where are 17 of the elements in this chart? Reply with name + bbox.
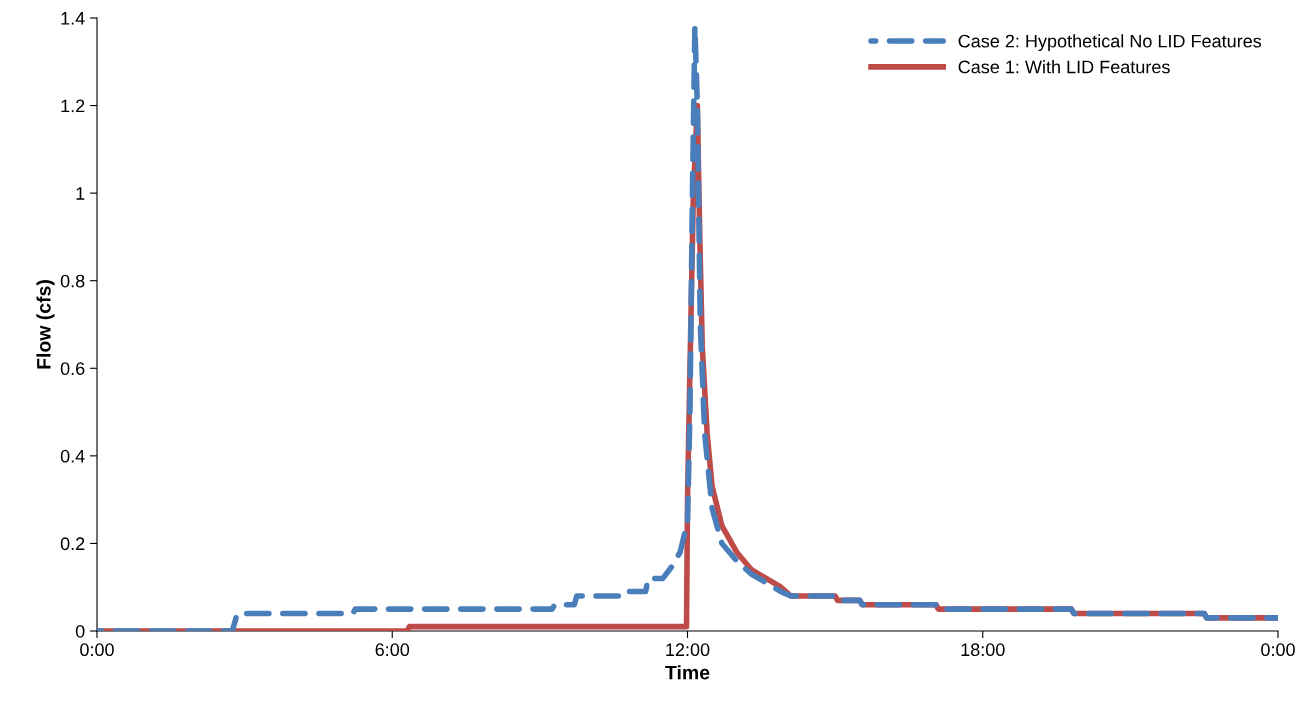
x-tick-label: 0:00 [80,643,114,657]
y-tick-label: 0.4 [60,449,85,463]
x-tick-label: 12:00 [666,643,710,657]
y-tick-label: 1.2 [61,99,85,113]
y-tick-label: 0 [75,624,85,638]
y-tick-label: 1 [76,187,85,200]
legend-label: Case 2: Hypothetical No LID Features [958,34,1262,52]
x-tick-label: 18:00 [961,643,1005,657]
legend-label: Case 1: With LID Features [958,60,1170,74]
y-tick-label: 0.8 [60,274,85,288]
y-tick-label: 0.6 [60,362,85,376]
y-axis-title: Flow (cfs) [36,280,55,369]
x-tick-label: 0:00 [1261,643,1295,657]
x-axis-title: Time [665,665,710,680]
x-tick-label: 6:00 [375,643,410,657]
y-tick-label: 1.4 [61,12,85,25]
y-tick-label: 0.2 [60,537,85,551]
